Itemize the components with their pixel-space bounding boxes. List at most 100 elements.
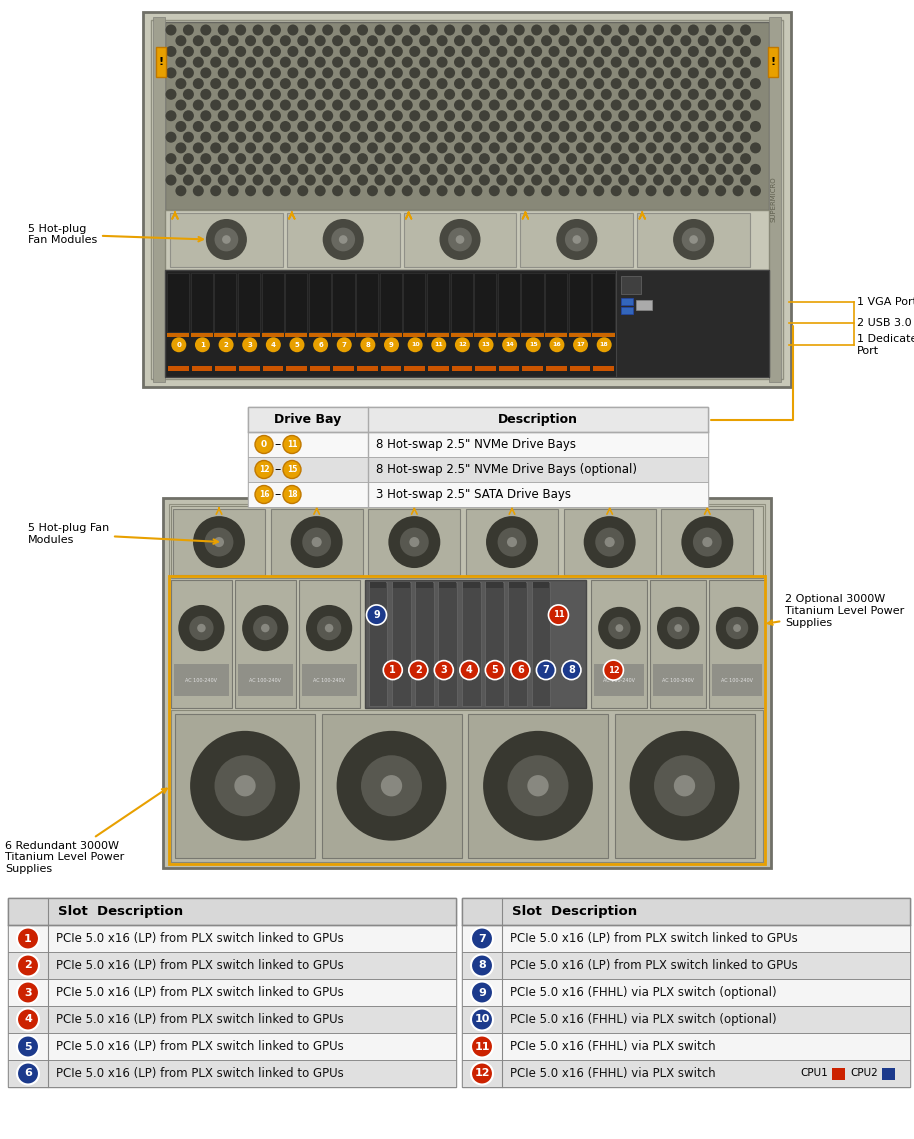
FancyBboxPatch shape [712, 664, 762, 696]
Circle shape [332, 142, 343, 154]
FancyBboxPatch shape [569, 272, 590, 331]
Circle shape [367, 605, 387, 625]
Text: 11: 11 [553, 611, 564, 620]
Circle shape [255, 460, 273, 478]
FancyBboxPatch shape [309, 333, 331, 337]
Circle shape [462, 153, 473, 164]
Circle shape [706, 153, 717, 164]
Circle shape [193, 516, 245, 568]
FancyBboxPatch shape [475, 367, 495, 371]
Text: 8: 8 [568, 665, 575, 675]
Circle shape [323, 219, 364, 260]
Circle shape [688, 174, 699, 186]
Circle shape [558, 35, 569, 47]
Circle shape [479, 174, 490, 186]
Circle shape [723, 67, 734, 79]
Circle shape [628, 164, 639, 175]
Circle shape [367, 164, 377, 175]
Circle shape [245, 99, 256, 110]
Circle shape [323, 46, 334, 57]
FancyBboxPatch shape [170, 213, 282, 267]
Circle shape [750, 99, 761, 110]
Circle shape [367, 142, 377, 154]
Circle shape [384, 337, 399, 352]
Circle shape [496, 67, 507, 79]
FancyBboxPatch shape [369, 582, 387, 588]
Circle shape [541, 57, 552, 67]
Circle shape [200, 132, 211, 142]
Circle shape [427, 110, 438, 121]
Text: –: – [275, 462, 282, 476]
Circle shape [340, 132, 351, 142]
Circle shape [252, 89, 263, 100]
Circle shape [671, 46, 682, 57]
FancyBboxPatch shape [662, 509, 753, 575]
Text: 7: 7 [478, 934, 486, 943]
Circle shape [317, 616, 341, 640]
Circle shape [420, 35, 430, 47]
Circle shape [427, 46, 438, 57]
Circle shape [304, 89, 316, 100]
Circle shape [357, 89, 368, 100]
Circle shape [740, 89, 751, 100]
Circle shape [706, 174, 717, 186]
Circle shape [444, 174, 455, 186]
Circle shape [420, 186, 430, 196]
Circle shape [323, 25, 334, 35]
FancyBboxPatch shape [191, 272, 213, 331]
FancyBboxPatch shape [235, 580, 296, 707]
FancyBboxPatch shape [451, 333, 473, 337]
Circle shape [205, 527, 233, 557]
Circle shape [454, 164, 465, 175]
Text: AC 100-240V: AC 100-240V [721, 678, 753, 683]
Circle shape [218, 132, 228, 142]
Circle shape [541, 164, 552, 175]
Circle shape [444, 46, 455, 57]
Circle shape [618, 132, 629, 142]
Circle shape [723, 110, 734, 121]
Circle shape [603, 661, 623, 680]
Circle shape [297, 35, 308, 47]
FancyBboxPatch shape [533, 582, 549, 588]
Circle shape [402, 35, 413, 47]
FancyBboxPatch shape [8, 1060, 456, 1087]
Circle shape [566, 110, 577, 121]
FancyBboxPatch shape [462, 1033, 910, 1060]
Circle shape [183, 67, 194, 79]
Text: !: ! [158, 57, 164, 67]
Circle shape [235, 110, 246, 121]
Text: 7: 7 [543, 665, 549, 675]
Circle shape [514, 132, 525, 142]
Circle shape [566, 46, 577, 57]
Circle shape [357, 25, 368, 35]
Circle shape [654, 755, 715, 817]
Text: –: – [275, 487, 282, 501]
FancyBboxPatch shape [462, 925, 910, 952]
Circle shape [349, 186, 360, 196]
Circle shape [409, 67, 420, 79]
Circle shape [506, 57, 517, 67]
FancyBboxPatch shape [532, 582, 550, 705]
Circle shape [175, 164, 186, 175]
Circle shape [402, 57, 413, 67]
Circle shape [750, 164, 761, 175]
Text: PCIe 5.0 x16 (LP) from PLX switch linked to GPUs: PCIe 5.0 x16 (LP) from PLX switch linked… [56, 1013, 344, 1026]
Text: 16: 16 [259, 490, 270, 499]
Circle shape [314, 57, 325, 67]
FancyBboxPatch shape [392, 582, 410, 705]
Text: SUPERMICRO: SUPERMICRO [771, 177, 777, 222]
Circle shape [448, 228, 472, 252]
Circle shape [409, 536, 420, 547]
FancyBboxPatch shape [452, 367, 473, 371]
FancyBboxPatch shape [8, 1006, 456, 1033]
Circle shape [437, 79, 448, 89]
FancyBboxPatch shape [485, 582, 504, 705]
Circle shape [178, 605, 225, 652]
Circle shape [733, 164, 744, 175]
Circle shape [576, 35, 587, 47]
Circle shape [681, 516, 733, 568]
Circle shape [297, 79, 308, 89]
Circle shape [611, 57, 622, 67]
Circle shape [175, 186, 186, 196]
Circle shape [280, 99, 291, 110]
